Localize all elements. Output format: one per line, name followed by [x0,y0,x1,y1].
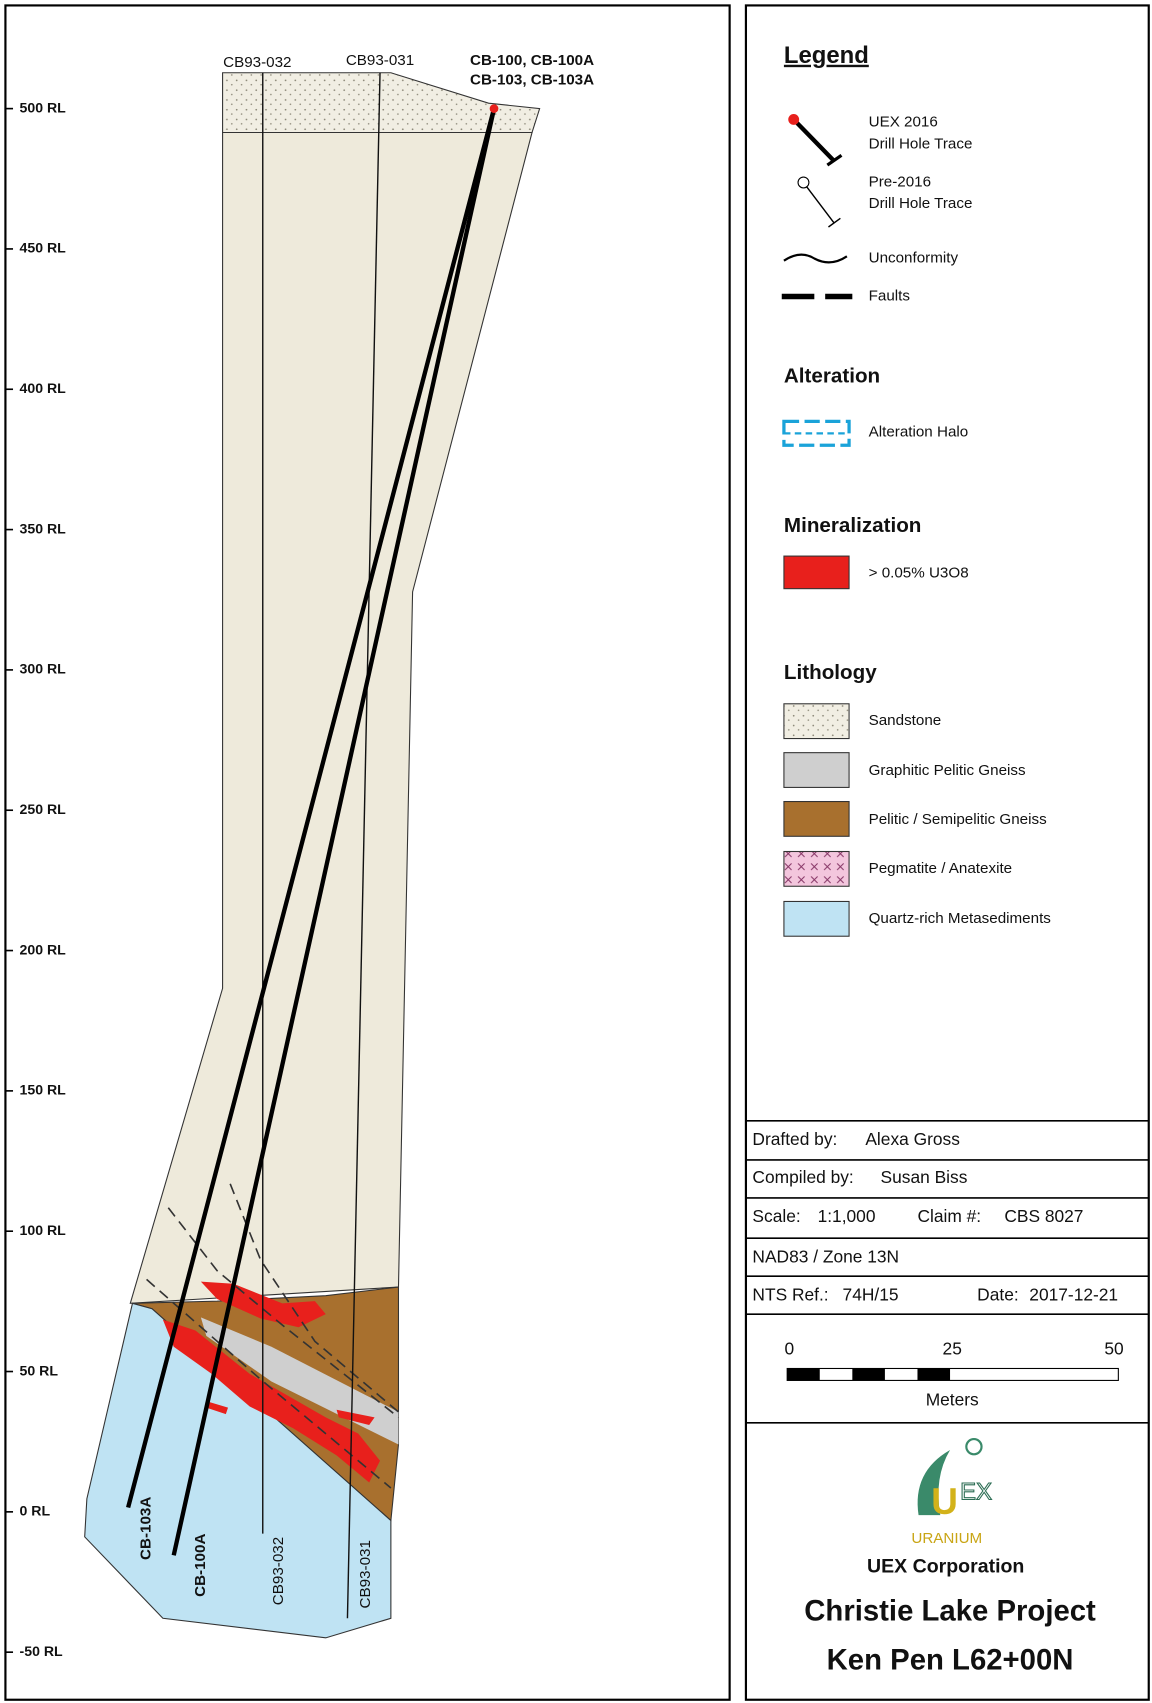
legend-item: Drill Hole Trace [869,135,973,152]
field-value: Alexa Gross [865,1129,960,1149]
swatch [784,704,849,739]
legend-item: Faults [869,288,911,305]
swatch [784,753,849,788]
legend-title: Legend [784,42,869,69]
field-value: Susan Biss [881,1167,968,1187]
swatch [784,802,849,837]
elevation-label: 200 RL [20,941,67,957]
elevation-label: 250 RL [20,801,67,817]
legend-item: Unconformity [869,250,959,267]
hole-label: CB-100, CB-100A [470,52,594,69]
legend-item: Quartz-rich Metasediments [869,910,1052,927]
field-label: Claim #: [917,1206,981,1226]
field-value: 74H/15 [843,1284,899,1304]
section-title: Ken Pen L62+00N [827,1643,1074,1676]
field-value: CBS 8027 [1004,1206,1083,1226]
elevation-label: 350 RL [20,520,67,536]
hole-label: CB-100A [192,1534,209,1597]
page: 500 RL450 RL400 RL350 RL300 RL250 RL200 … [0,0,1152,1703]
basement-sandstone [130,133,532,1304]
legend-heading: Alteration [784,364,880,387]
legend-item: Pre-2016 [869,173,931,190]
hole-label: CB-103, CB-103A [470,71,594,88]
symbol [784,255,847,263]
legend-heading: Lithology [784,661,877,684]
swatch [784,852,849,887]
legend-item: Sandstone [869,712,942,729]
legend-item: Graphitic Pelitic Gneiss [869,762,1026,779]
legend-item: Pegmatite / Anatexite [869,860,1013,877]
logo-letter: U [931,1481,958,1522]
hole-label: CB93-031 [346,52,414,69]
scale-tick: 25 [943,1339,962,1359]
collar [490,104,499,113]
company: UEX Corporation [867,1555,1024,1577]
legend-item: UEX 2016 [869,114,938,131]
symbol [788,114,799,125]
scale-bar [787,1368,950,1380]
field-value: 2017-12-21 [1029,1284,1118,1304]
legend-item: Alteration Halo [869,423,969,440]
elevation-label: 500 RL [20,99,67,115]
hole-label: CB93-032 [270,1537,287,1605]
elevation-label: 0 RL [20,1503,51,1519]
legend-heading: Mineralization [784,514,922,537]
symbol [807,187,834,223]
field-value: 1:1,000 [818,1206,876,1226]
field-label: NTS Ref.: [752,1284,828,1304]
symbol [798,177,809,188]
project-title: Christie Lake Project [804,1595,1096,1628]
hole-label: CB93-031 [357,1540,374,1608]
legend-item: > 0.05% U3O8 [869,564,969,581]
legend-item: Pelitic / Semipelitic Gneiss [869,811,1047,828]
logo-text: URANIUM [911,1530,982,1547]
symbol [828,218,840,227]
field-value: NAD83 / Zone 13N [752,1246,899,1266]
hole-label: CB93-032 [223,54,291,71]
swatch [784,901,849,936]
logo-letters: EX [960,1479,992,1506]
field-label: Drafted by: [752,1129,837,1149]
elevation-axis: 500 RL 450 RL 400 RL 350 RL 300 RL 250 RL 200 … [5,99,66,1659]
lithology-labels: Sandstone Graphitic Pelitic Gneiss Pelitic… [869,712,1052,927]
hole-label: CB-103A [138,1497,155,1560]
elevation-label: 300 RL [20,661,67,677]
logo-dot [966,1439,981,1454]
legend-item: Drill Hole Trace [869,195,973,212]
elevation-label: -50 RL [20,1643,63,1659]
elevation-label: 450 RL [20,240,67,256]
field-label: Scale: [752,1206,800,1226]
symbol [794,119,834,160]
scale-bar [787,1368,1118,1380]
swatch [784,556,849,589]
scale-unit: Meters [926,1390,979,1410]
elevation-label: 100 RL [20,1222,67,1238]
elevation-label: 400 RL [20,380,67,396]
field-label: Compiled by: [752,1167,853,1187]
elevation-label: 50 RL [20,1362,59,1378]
field-label: Date: [977,1284,1018,1304]
elevation-label: 150 RL [20,1082,67,1098]
scale-tick: 50 [1104,1339,1123,1359]
scale-tick: 0 [785,1339,795,1359]
